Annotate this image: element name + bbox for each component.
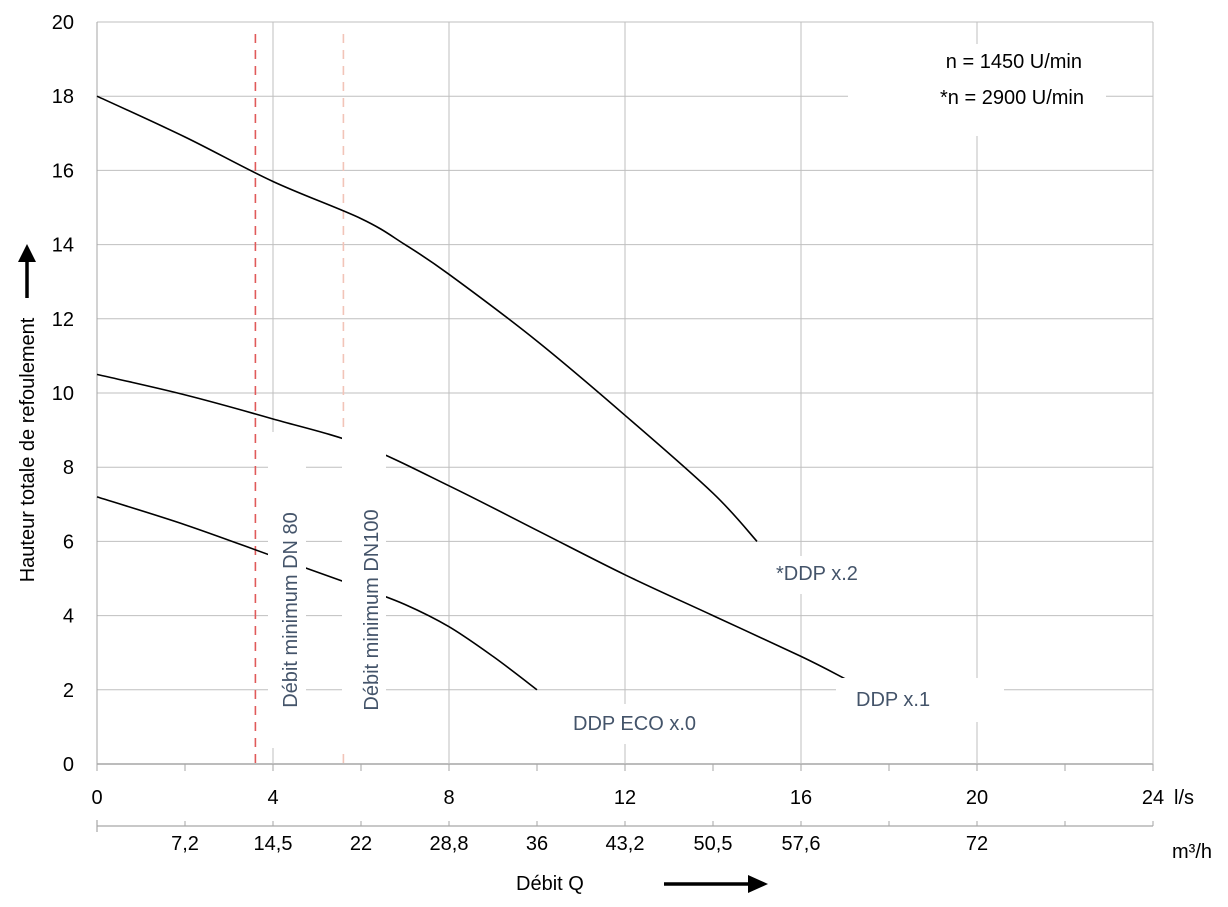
x2-tick-label: 28,8 xyxy=(430,833,469,855)
x2-tick-label: 22 xyxy=(350,833,372,855)
label-background xyxy=(836,678,1004,722)
y-tick-label: 14 xyxy=(52,235,74,257)
speed-note-line-1: n = 1450 U/min xyxy=(946,51,1082,73)
y-axis-arrow-icon xyxy=(18,244,36,298)
label-background xyxy=(770,556,890,594)
y-tick-label: 18 xyxy=(52,86,74,108)
label-background xyxy=(566,704,738,744)
y-tick-labels: 0 2 4 6 8 10 12 14 16 18 20 xyxy=(52,12,74,776)
series-label-ddp-x2: *DDP x.2 xyxy=(776,563,858,585)
x-tick-label: 12 xyxy=(614,787,636,809)
y-axis-title-group: Hauteur totale de refoulement xyxy=(17,244,39,582)
x-tick-label: 24 xyxy=(1142,787,1164,809)
label-backgrounds xyxy=(268,432,1004,748)
x-axis-arrow-icon xyxy=(664,875,768,893)
label-background xyxy=(268,432,306,748)
annotation-label-dn100: Débit minimum DN100 xyxy=(361,509,383,710)
speed-note: n = 1450 U/min *n = 2900 U/min xyxy=(848,44,1106,136)
series-label-ddp-eco-x0: DDP ECO x.0 xyxy=(573,713,696,735)
y-tick-label: 6 xyxy=(63,531,74,553)
secondary-x-axis: 7,2 14,5 22 28,8 36 43,2 50,5 57,6 72 xyxy=(96,820,1154,855)
x-tick-label: 8 xyxy=(443,787,454,809)
x2-tick-label: 57,6 xyxy=(782,833,821,855)
x2-tick-label: 7,2 xyxy=(171,833,199,855)
x-tick-labels: 0 4 8 12 16 20 24 xyxy=(91,787,1164,809)
x-tick-label: 20 xyxy=(966,787,988,809)
pump-curve-line-1 xyxy=(96,373,846,680)
y-tick-label: 12 xyxy=(52,309,74,331)
x2-tick-label: 14,5 xyxy=(254,833,293,855)
x2-unit-label: m³/h xyxy=(1172,841,1212,863)
x-axis-title-group: Débit Q xyxy=(516,873,768,895)
y-tick-label: 4 xyxy=(63,606,74,628)
x2-tick-label: 36 xyxy=(526,833,548,855)
x2-tick-label: 72 xyxy=(966,833,988,855)
annotation-label-dn80: Débit minimum DN 80 xyxy=(280,512,302,708)
pump-curve-line-0 xyxy=(96,95,758,542)
series-label-ddp-x1: DDP x.1 xyxy=(856,689,930,711)
x-tick-label: 4 xyxy=(267,787,278,809)
x2-tick-label: 43,2 xyxy=(606,833,645,855)
y-tick-label: 16 xyxy=(52,160,74,182)
x2-tick-label: 50,5 xyxy=(694,833,733,855)
label-background xyxy=(342,432,386,748)
grid-lines xyxy=(96,21,1154,771)
x-unit-label: l/s xyxy=(1174,787,1194,809)
pump-curve-line-2 xyxy=(96,496,538,691)
y-tick-label: 20 xyxy=(52,12,74,34)
y-tick-label: 2 xyxy=(63,680,74,702)
y-tick-label: 0 xyxy=(63,754,74,776)
speed-note-line-2: *n = 2900 U/min xyxy=(940,87,1084,109)
x-tick-label: 16 xyxy=(790,787,812,809)
x-axis-title: Débit Q xyxy=(516,873,584,895)
y-axis-title: Hauteur totale de refoulement xyxy=(17,317,39,582)
y-tick-label: 8 xyxy=(63,457,74,479)
x-tick-label: 0 xyxy=(91,787,102,809)
y-tick-label: 10 xyxy=(52,383,74,405)
